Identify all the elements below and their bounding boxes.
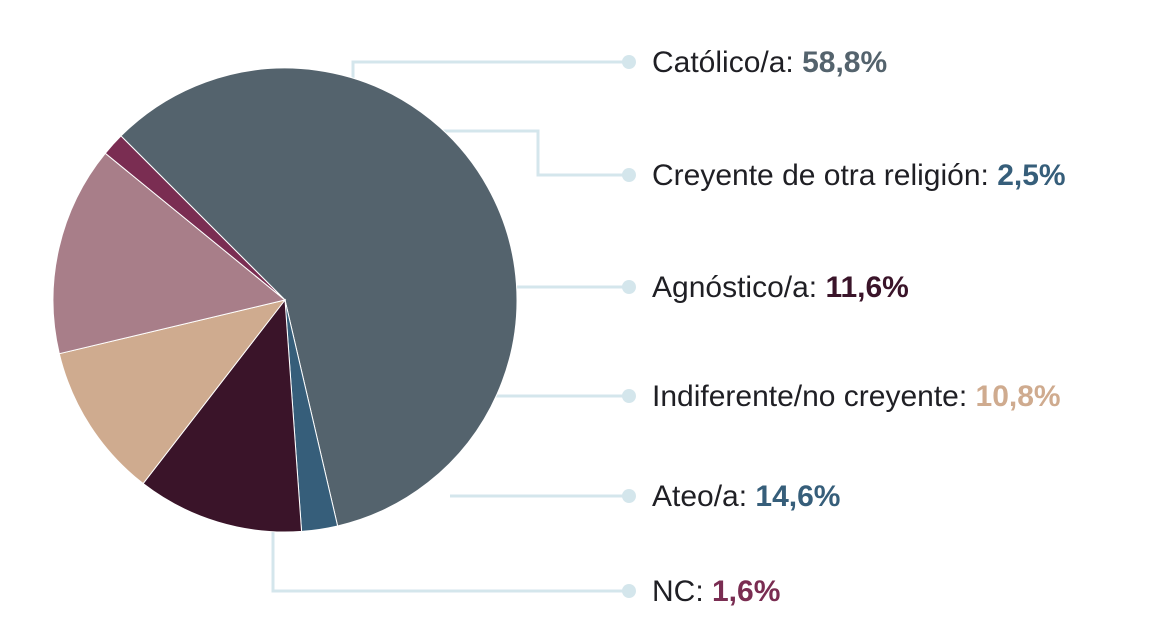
legend-value: 14,6% (755, 480, 840, 513)
legend-label: Agnóstico/a: (652, 271, 825, 304)
pie-slice (120, 67, 518, 527)
legend-label: Creyente de otra religión: (652, 159, 997, 192)
legend-entry: Agnóstico/a: 11,6% (652, 271, 909, 304)
leader-line (271, 530, 629, 593)
leader-dot (622, 168, 636, 182)
legend-label: Ateo/a: (652, 480, 755, 513)
leader-dot (622, 584, 636, 598)
leader-lines (271, 55, 636, 598)
legend-entry: NC: 1,6% (652, 575, 780, 608)
legend-value: 11,6% (825, 271, 908, 304)
leader-dot (622, 280, 636, 294)
legend-entry: Ateo/a: 14,6% (652, 480, 840, 513)
legend-value: 58,8% (802, 46, 887, 79)
legend-label: Católico/a: (652, 46, 802, 79)
pie-slice (142, 298, 303, 533)
legend-value: 2,5% (997, 159, 1065, 192)
legend-value: 1,6% (712, 575, 780, 608)
legend-entry: Católico/a: 58,8% (652, 46, 887, 79)
leader-dot (622, 389, 636, 403)
legend-entry: Indiferente/no creyente: 10,8% (652, 380, 1061, 413)
leader-line (351, 60, 629, 80)
legend: Católico/a: 58,8% Creyente de otra religi… (652, 46, 1066, 608)
pie-slices (52, 67, 518, 533)
leader-dot (622, 55, 636, 69)
legend-label: NC: (652, 575, 712, 608)
leader-dot (622, 489, 636, 503)
leader-line (420, 129, 629, 177)
legend-value: 10,8% (976, 380, 1061, 413)
pie-slice (104, 135, 286, 301)
pie-slice (58, 299, 287, 485)
legend-entry: Creyente de otra religión: 2,5% (652, 159, 1066, 192)
legend-label: Indiferente/no creyente: (652, 380, 976, 413)
pie-slice (52, 152, 287, 355)
